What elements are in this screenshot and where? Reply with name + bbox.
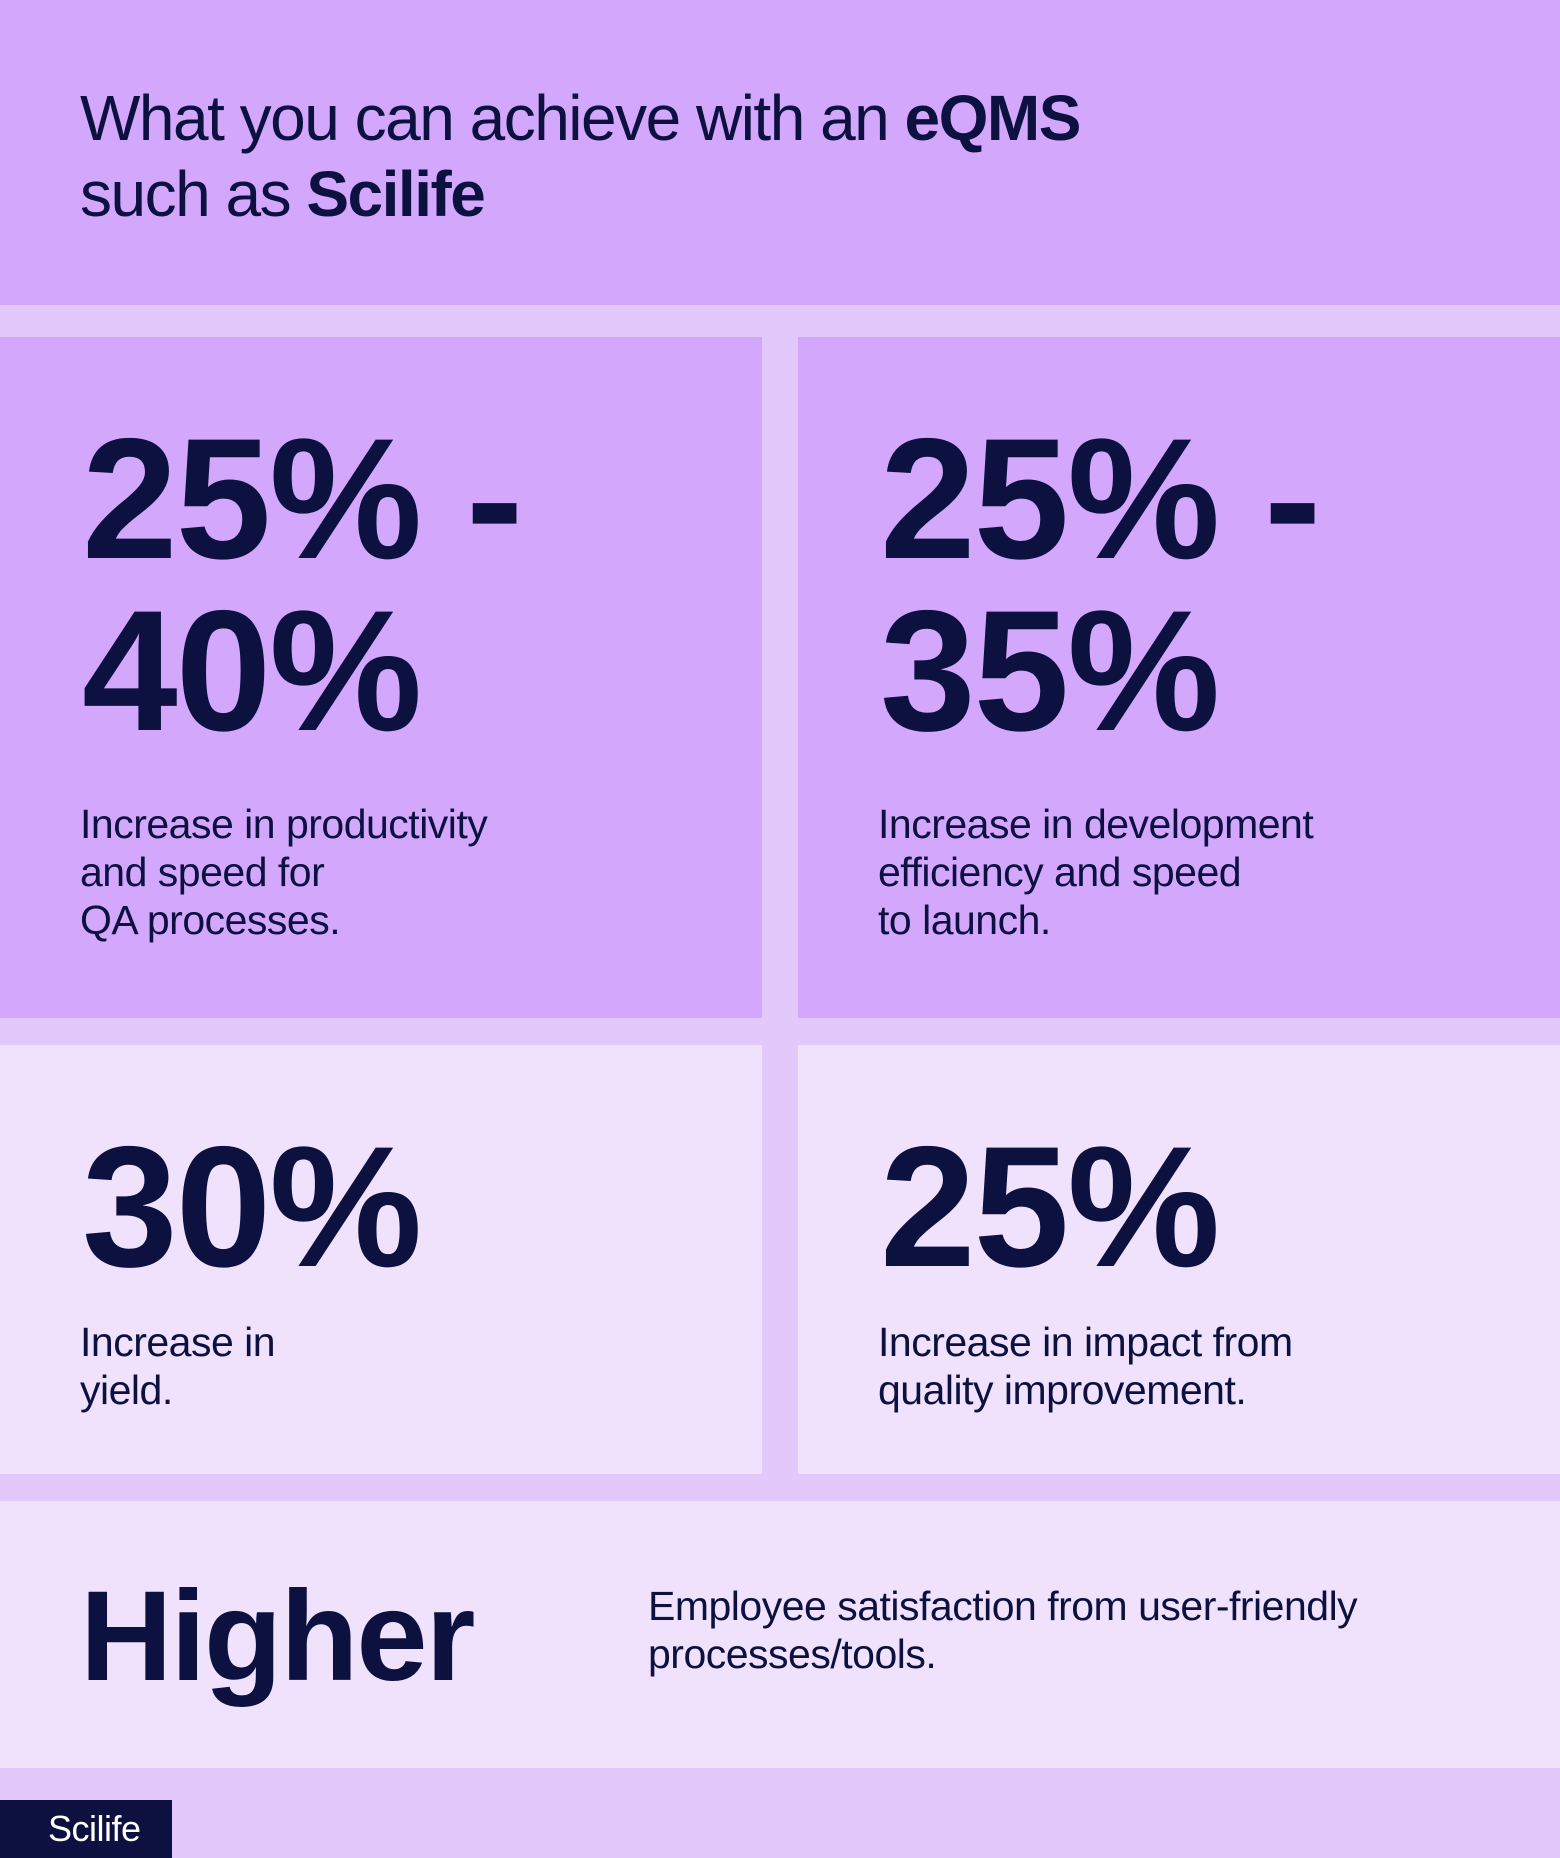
stat-value-line2: 35% bbox=[880, 575, 1220, 767]
headline-line2-regular: such as bbox=[80, 158, 307, 230]
header-panel: What you can achieve with an eQMS such as… bbox=[0, 0, 1560, 305]
higher-label: Higher bbox=[80, 1565, 475, 1708]
stat-value-line2: 40% bbox=[82, 575, 422, 767]
stat-description: Increase in yield. bbox=[80, 1319, 276, 1413]
higher-description: Employee satisfaction from user-friendly… bbox=[648, 1583, 1358, 1677]
stat-value: 25% bbox=[880, 1111, 1220, 1303]
stat-description: Increase in impact from quality improvem… bbox=[878, 1319, 1293, 1413]
headline-line2-bold: Scilife bbox=[306, 158, 486, 230]
stat-description: Increase in development efficiency and s… bbox=[878, 801, 1314, 943]
headline-line1-bold: eQMS bbox=[904, 82, 1082, 154]
stat-value: 30% bbox=[82, 1111, 422, 1303]
stat-card-yield: 30% Increase in yield. bbox=[0, 1045, 762, 1474]
stat-value: 25% -40% bbox=[82, 413, 523, 757]
stat-value-line1: 25% - bbox=[880, 403, 1321, 595]
headline-line1-regular: What you can achieve with an bbox=[80, 82, 905, 154]
stat-card-quality: 25% Increase in impact from quality impr… bbox=[798, 1045, 1560, 1474]
stat-value: 25% -35% bbox=[880, 413, 1321, 757]
stat-description: Increase in productivity and speed for Q… bbox=[80, 801, 488, 943]
stat-card-productivity: 25% -40% Increase in productivity and sp… bbox=[0, 337, 762, 1018]
headline: What you can achieve with an eQMS such as… bbox=[80, 80, 1082, 232]
scilife-logo: Scilife bbox=[0, 1800, 172, 1858]
stat-card-development: 25% -35% Increase in development efficie… bbox=[798, 337, 1560, 1018]
higher-card: Higher Employee satisfaction from user-f… bbox=[0, 1501, 1560, 1768]
stat-value-line1: 25% - bbox=[82, 403, 523, 595]
